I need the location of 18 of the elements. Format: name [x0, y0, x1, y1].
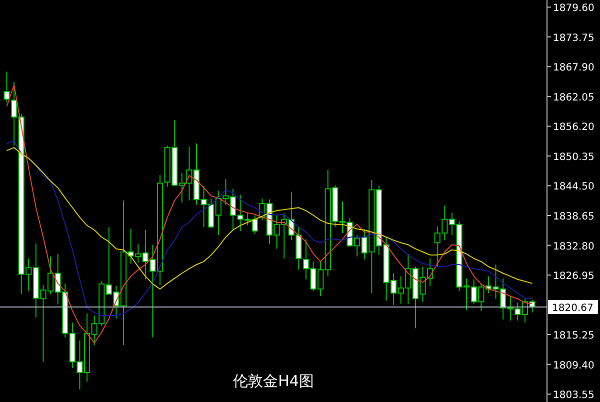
y-tick-label: 1873.75 — [553, 32, 594, 44]
y-tick-label: 1844.50 — [553, 182, 594, 193]
y-tick-label: 1826.95 — [553, 271, 594, 282]
y-tick-label: 1832.80 — [553, 241, 594, 252]
y-tick-label: 1879.60 — [553, 3, 594, 14]
y-tick-label: 1815.25 — [553, 330, 594, 342]
text: 伦敦金H4图 — [233, 372, 314, 390]
y-tick-label: 1867.90 — [553, 62, 594, 74]
line-series — [6, 140, 533, 316]
ref-line-label: 1820.67 — [552, 302, 594, 314]
y-tick-label: 1803.55 — [553, 390, 594, 402]
y-tick-label: 1809.40 — [553, 360, 594, 372]
y-tick-label: 1862.05 — [553, 92, 594, 104]
candlestick — [4, 71, 10, 103]
y-tick-label: 1850.35 — [553, 152, 594, 163]
y-tick-label: 1856.20 — [553, 122, 594, 134]
line-series — [6, 147, 533, 290]
y-tick-label: 1838.65 — [553, 212, 594, 223]
